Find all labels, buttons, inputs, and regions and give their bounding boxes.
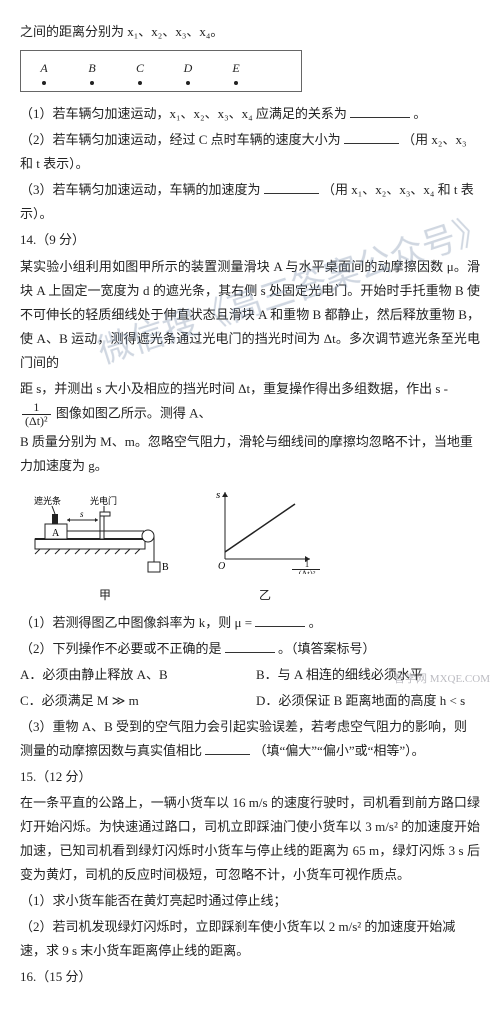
q16-heading: 16.（15 分） — [20, 965, 480, 989]
pt-dot — [90, 81, 94, 85]
q14-p2a: 距 s，并测出 s 大小及相应的挡光时间 Δt，重复操作得出多组数据，作出 s … — [20, 381, 448, 396]
q2: （2）若车辆匀加速运动，经过 C 点时车辆的速度大小为 （用 x₂、x₃ 和 t… — [20, 128, 480, 176]
svg-text:s: s — [80, 509, 84, 519]
q15-heading: 15.（12 分） — [20, 765, 480, 789]
option-A: A．必须由静止释放 A、B — [20, 663, 244, 687]
svg-text:光电门: 光电门 — [90, 495, 117, 506]
q14-heading: 14.（9 分） — [20, 228, 480, 252]
q14-para3: B 质量分别为 M、m。忽略空气阻力，滑轮与细线间的摩擦均忽略不计，当地重力加速… — [20, 430, 480, 478]
q14-para2: 距 s，并测出 s 大小及相应的挡光时间 Δt，重复操作得出多组数据，作出 s … — [20, 377, 480, 428]
q1-text: （1）若车辆匀加速运动，x₁、x₂、x₃、x₄ 应满足的关系为 — [20, 106, 347, 121]
sub2-tail: 。（填答案标号） — [278, 641, 376, 656]
pt-label: B — [85, 57, 99, 79]
q1-tail: 。 — [413, 106, 426, 121]
option-D: D．必须保证 B 距离地面的高度 h < s — [256, 689, 480, 713]
pt-label: A — [37, 57, 51, 79]
pt-dot — [42, 81, 46, 85]
q3: （3）若车辆匀加速运动，车辆的加速度为 （用 x₁、x₂、x₃、x₄ 和 t 表… — [20, 178, 480, 226]
figure-graph: s O 1 (Δt)² 乙 — [210, 484, 320, 606]
svg-text:s: s — [216, 489, 220, 501]
footer-watermark: 智学网 MXQE.COM — [394, 673, 490, 686]
svg-text:A: A — [52, 528, 60, 539]
q3-blank[interactable] — [264, 180, 319, 194]
q15-para: 在一条平直的公路上，一辆小货车以 16 m/s 的速度行驶时，司机看到前方路口绿… — [20, 791, 480, 887]
points-diagram: A B C D E — [20, 50, 302, 92]
fig2-caption: 乙 — [210, 584, 320, 606]
sub2-blank[interactable] — [225, 639, 275, 653]
q14-para1: 某实验小组利用如图甲所示的装置测量滑块 A 与水平桌面间的动摩擦因数 μ。滑块 … — [20, 255, 480, 375]
sub1-tail: 。 — [309, 615, 322, 630]
pt-label: E — [229, 57, 243, 79]
frac-den: (Δt)² — [22, 415, 51, 428]
q2-blank[interactable] — [344, 130, 399, 144]
q15-sub1: （1）求小货车能否在黄灯亮起时通过停止线； — [20, 889, 480, 913]
pt-label: D — [181, 57, 195, 79]
q14-p2b: 图像如图乙所示。测得 A、 — [56, 405, 212, 420]
figure-apparatus: A 遮光条 光电门 s B 甲 — [30, 484, 180, 606]
frac-num: 1 — [22, 401, 51, 415]
pt-dot — [186, 81, 190, 85]
option-C: C．必须满足 M ≫ m — [20, 689, 244, 713]
sub-q2: （2）下列操作不必要或不正确的是 。（填答案标号） — [20, 637, 480, 661]
sub-q1: （1）若测得图乙中图像斜率为 k，则 μ = 。 — [20, 611, 480, 635]
intro-line: 之间的距离分别为 x₁、x₂、x₃、x₄。 — [20, 20, 480, 44]
sub1-text: （1）若测得图乙中图像斜率为 k，则 μ = — [20, 615, 252, 630]
sub1-blank[interactable] — [255, 613, 305, 627]
option-grid: A．必须由静止释放 A、B B．与 A 相连的细线必须水平 C．必须满足 M ≫… — [20, 663, 480, 713]
sub3-blank[interactable] — [205, 741, 250, 755]
sub3-tail: （填“偏大”“偏小”或“相等”）。 — [254, 743, 425, 758]
svg-text:遮光条: 遮光条 — [34, 495, 61, 506]
pt-label: C — [133, 57, 147, 79]
fig1-caption: 甲 — [30, 584, 180, 606]
q1: （1）若车辆匀加速运动，x₁、x₂、x₃、x₄ 应满足的关系为 。 — [20, 102, 480, 126]
q3-text-a: （3）若车辆匀加速运动，车辆的加速度为 — [20, 182, 261, 197]
sub-q3: （3）重物 A、B 受到的空气阻力会引起实验误差，若考虑空气阻力的影响，则测量的… — [20, 715, 480, 763]
svg-text:B: B — [162, 562, 169, 573]
q1-blank[interactable] — [350, 104, 410, 118]
fraction-1-over-dt2: 1 (Δt)² — [22, 401, 51, 428]
q15-sub2: （2）若司机发现绿灯闪烁时，立即踩刹车使小货车以 2 m/s² 的加速度开始减速… — [20, 915, 480, 963]
q2-text-a: （2）若车辆匀加速运动，经过 C 点时车辆的速度大小为 — [20, 132, 341, 147]
svg-text:O: O — [218, 561, 225, 572]
pt-dot — [234, 81, 238, 85]
sub2-text: （2）下列操作不必要或不正确的是 — [20, 641, 222, 656]
pt-dot — [138, 81, 142, 85]
